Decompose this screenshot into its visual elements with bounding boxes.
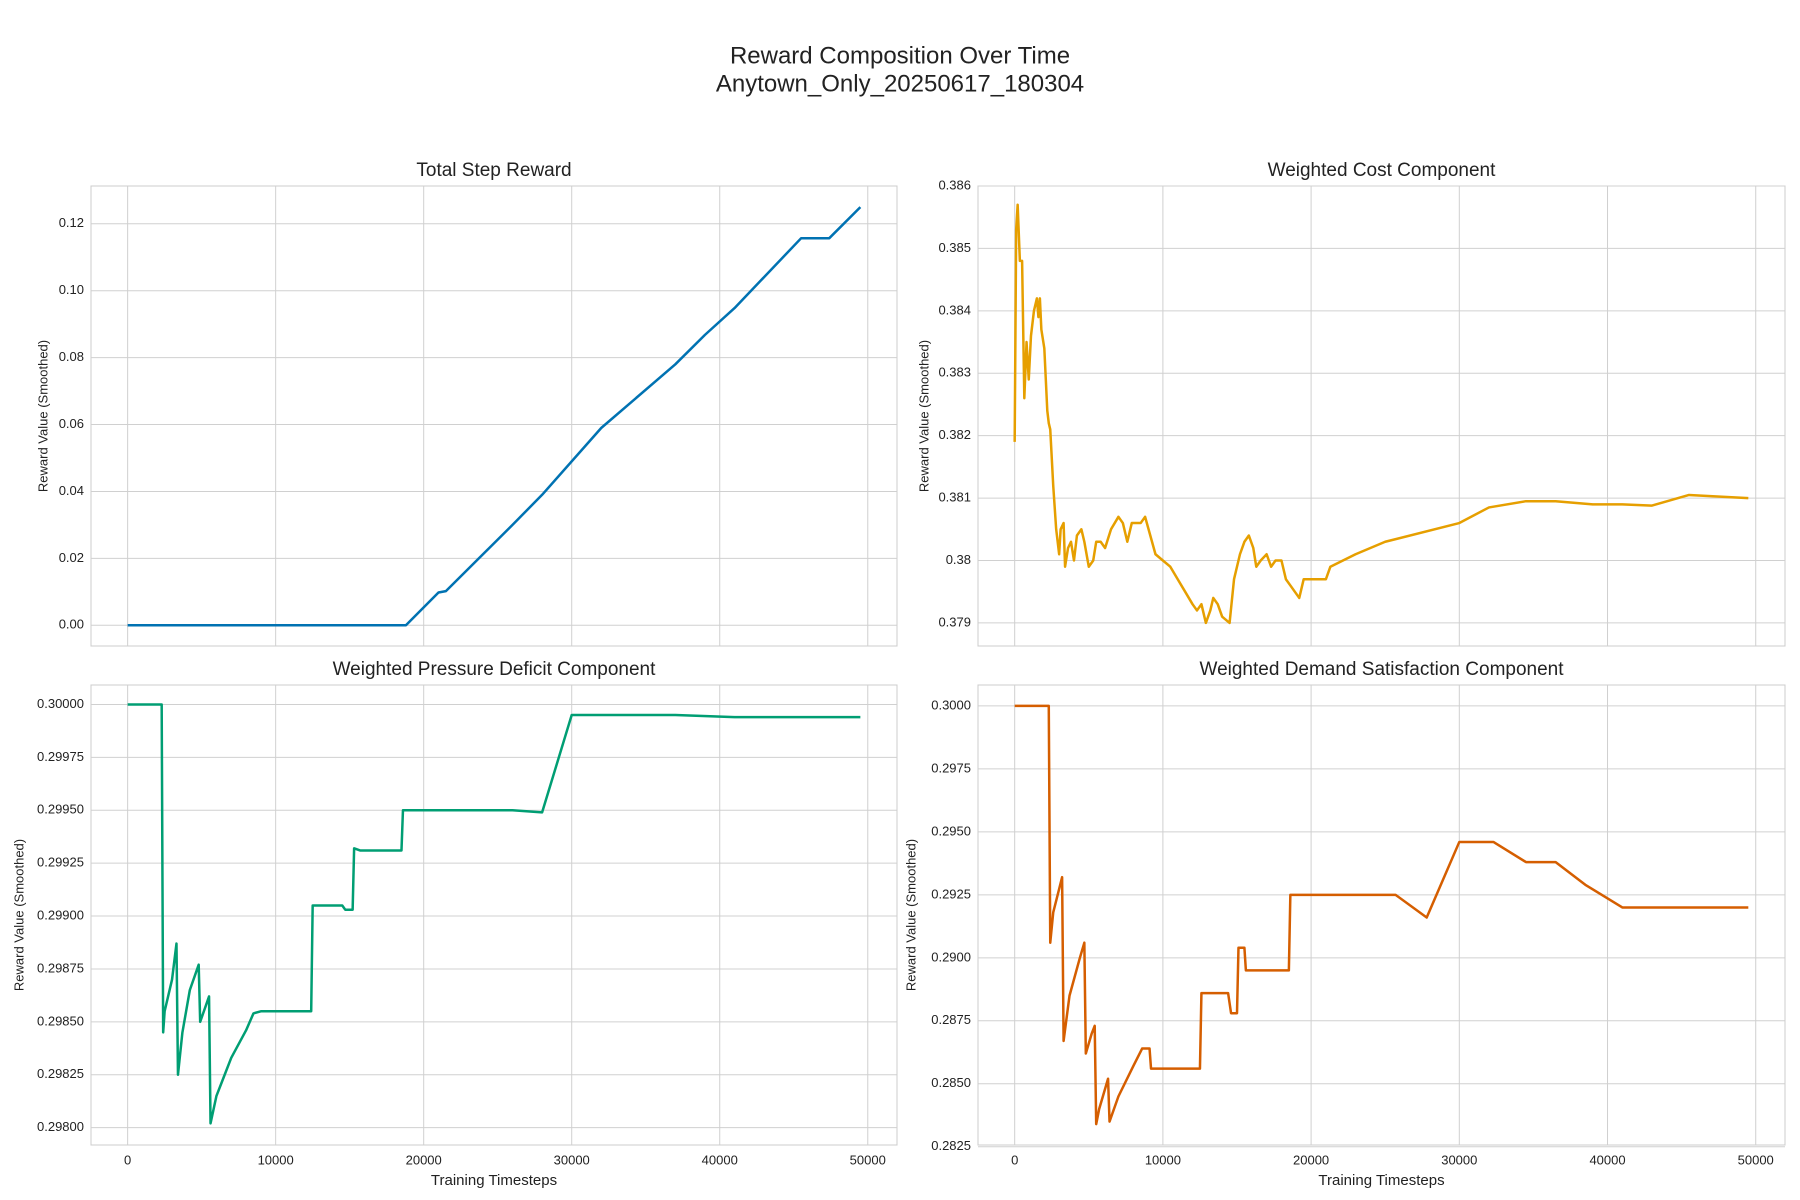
y-tick-label: 0.38: [946, 552, 971, 567]
x-tick-label: 10000: [1145, 1152, 1181, 1167]
figure-subtitle: Anytown_Only_20250617_180304: [716, 70, 1084, 97]
x-axis-label: Training Timesteps: [431, 1172, 557, 1189]
y-axis-label: Reward Value (Smoothed): [35, 340, 50, 492]
y-tick-label: 0.10: [59, 282, 84, 297]
y-tick-label: 0.02: [59, 550, 84, 565]
y-tick-label: 0.3000: [931, 697, 971, 712]
x-tick-label: 40000: [1589, 1152, 1625, 1167]
y-tick-label: 0.29850: [37, 1013, 84, 1028]
figure-title: Reward Composition Over Time: [730, 42, 1070, 69]
y-tick-label: 0.08: [59, 349, 84, 364]
plot-title: Weighted Cost Component: [1268, 160, 1496, 181]
x-tick-label: 50000: [1738, 1152, 1774, 1167]
x-tick-label: 50000: [850, 1152, 886, 1167]
y-tick-label: 0.00: [59, 617, 84, 632]
plot-area: [977, 684, 1786, 1146]
x-tick-label: 20000: [1293, 1152, 1329, 1167]
y-tick-label: 0.2825: [931, 1138, 971, 1153]
y-tick-label: 0.2875: [931, 1012, 971, 1027]
y-tick-label: 0.30000: [37, 696, 84, 711]
y-tick-label: 0.29925: [37, 855, 84, 870]
y-tick-label: 0.381: [938, 490, 971, 505]
data-line: [127, 703, 861, 1125]
y-tick-label: 0.12: [59, 215, 84, 230]
y-tick-label: 0.382: [938, 427, 971, 442]
x-tick-label: 30000: [554, 1152, 590, 1167]
y-tick-label: 0.04: [59, 483, 84, 498]
y-tick-label: 0.384: [938, 302, 971, 317]
y-tick-label: 0.383: [938, 365, 971, 380]
x-tick-label: 0: [1011, 1152, 1018, 1167]
y-tick-label: 0.2900: [931, 949, 971, 964]
x-axis-label: Training Timesteps: [1318, 1172, 1444, 1189]
y-tick-label: 0.29950: [37, 802, 84, 817]
y-tick-label: 0.2850: [931, 1075, 971, 1090]
y-tick-label: 0.06: [59, 416, 84, 431]
y-tick-label: 0.379: [938, 614, 971, 629]
x-tick-label: 0: [124, 1152, 131, 1167]
x-tick-label: 20000: [406, 1152, 442, 1167]
y-tick-label: 0.29900: [37, 907, 84, 922]
y-tick-label: 0.29800: [37, 1119, 84, 1134]
y-axis-label: Reward Value (Smoothed): [903, 839, 918, 991]
data-line: [127, 206, 862, 627]
y-tick-label: 0.29825: [37, 1066, 84, 1081]
data-line: [1014, 704, 1749, 1126]
x-tick-label: 30000: [1441, 1152, 1477, 1167]
x-tick-label: 40000: [702, 1152, 738, 1167]
y-tick-label: 0.29975: [37, 749, 84, 764]
plot-area: [90, 185, 898, 647]
x-tick-label: 10000: [258, 1152, 294, 1167]
plot-title: Total Step Reward: [416, 160, 571, 181]
data-line: [1013, 203, 1749, 625]
y-tick-label: 0.385: [938, 240, 971, 255]
plot-area: [90, 684, 898, 1146]
y-tick-label: 0.2925: [931, 886, 971, 901]
plot-title: Weighted Pressure Deficit Component: [333, 659, 657, 680]
y-tick-label: 0.2975: [931, 760, 971, 775]
y-tick-label: 0.386: [938, 177, 971, 192]
plot-title: Weighted Demand Satisfaction Component: [1199, 659, 1564, 680]
plot-area: [977, 185, 1786, 647]
y-axis-label: Reward Value (Smoothed): [916, 340, 931, 492]
y-tick-label: 0.2950: [931, 823, 971, 838]
y-tick-label: 0.29875: [37, 960, 84, 975]
y-axis-label: Reward Value (Smoothed): [11, 839, 26, 991]
